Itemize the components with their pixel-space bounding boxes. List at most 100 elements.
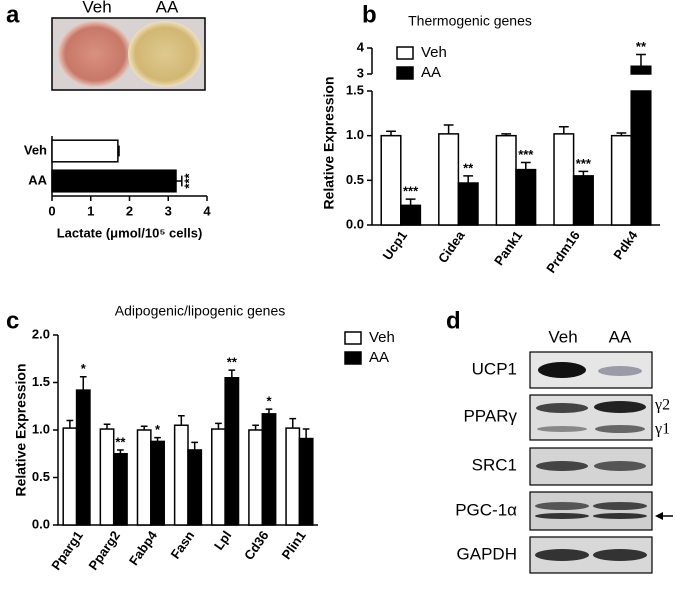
blot [529,351,653,574]
category-label: Lpl [211,528,234,553]
protein-label: UCP1 [472,359,517,378]
error-bar [463,175,474,184]
y-tick-label: 2.0 [32,326,50,341]
error-bar [66,419,74,429]
category-label: Fasn [168,528,198,562]
bar [400,204,422,226]
isoform-label: γ2 [654,397,670,414]
error-bar [117,145,120,157]
bar [380,134,402,226]
lane-label: Veh [548,327,577,346]
legend-label: AA [421,64,441,81]
image-label: Veh [82,0,111,16]
error-bar [191,441,199,450]
significance: *** [181,172,196,188]
significance: * [81,361,87,376]
bar [285,427,301,526]
bar [211,428,226,526]
bar [610,134,632,226]
bar [99,428,115,526]
significance: *** [518,147,534,162]
legend-swatch [396,66,414,80]
category-label: Pparg1 [48,528,86,573]
category-label: Cd36 [241,528,272,563]
error-bar [520,161,531,170]
significance: ** [227,355,238,370]
bar [261,413,277,526]
legend-swatch [344,331,362,345]
protein-label: SRC1 [472,455,517,474]
error-bar [140,425,148,430]
error-bar [636,53,646,67]
error-bar [252,424,259,430]
x-tick-label: 3 [165,203,172,218]
bar [112,453,128,526]
y-tick-label: 1.0 [32,421,50,436]
y-tick-label: 3 [357,65,364,80]
y-tick-label: 0.0 [32,516,50,531]
panel-letter: a [6,1,20,28]
error-bar [103,423,111,430]
error-bar [117,449,124,454]
error-bar [228,369,236,378]
significance: * [266,394,272,409]
legend-swatch [396,46,414,60]
bar [224,377,240,526]
bar [150,440,165,526]
protein-label: PPARγ [463,406,517,425]
category-label: Fabp4 [126,527,161,568]
error-bar [79,376,87,391]
error-bar [578,170,589,176]
y-tick-label: 1.0 [346,127,364,142]
error-bar [386,130,396,136]
category-label: Pparg2 [85,528,123,573]
y-tick-label: 0.5 [346,172,364,187]
bar [136,429,152,526]
error-bar [215,422,222,430]
significance: ** [463,160,474,175]
y-tick-label: 0.5 [32,469,50,484]
bar [630,65,652,226]
category-label: Prdm16 [543,228,583,276]
bar [75,389,91,526]
legend-label: AA [369,349,389,366]
y-axis-label: Relative Expression [321,76,337,209]
legend-swatch [344,351,362,365]
bar [51,139,119,163]
error-bar [265,408,273,414]
category-label: Ucp1 [380,228,411,263]
image-label: AA [156,0,179,16]
y-tick-label: 1.5 [32,374,50,389]
bar [553,133,575,226]
significance: *** [403,184,419,199]
error-bar [558,125,569,134]
isoform-label: γ1 [654,421,670,438]
y-axis-label: Relative Expression [13,363,29,496]
panel-letter: b [362,1,377,28]
significance: * [155,422,161,437]
significance: ** [636,39,647,54]
bar [51,169,177,193]
error-bar [302,428,310,439]
category-label: Plin1 [279,528,309,562]
panel-letter: c [6,307,19,334]
error-bar [289,417,297,429]
bar [173,424,189,526]
bar [438,133,460,226]
x-tick-label: 1 [87,203,94,218]
x-axis-label: Lactate (μmol/10⁵ cells) [57,225,203,240]
y-tick-label: 0.0 [346,216,364,231]
bar [248,429,264,526]
bar [515,168,537,226]
significance: ** [115,434,126,449]
error-bar [405,198,416,206]
bar [62,427,78,526]
arrow [655,512,673,520]
error-bar [616,132,627,136]
legend-label: Veh [421,44,447,61]
category-label: Pdk4 [610,227,641,262]
dish-photo [51,17,206,91]
error-bar [154,436,161,442]
lane-label: AA [609,327,632,346]
error-bar [176,175,183,187]
